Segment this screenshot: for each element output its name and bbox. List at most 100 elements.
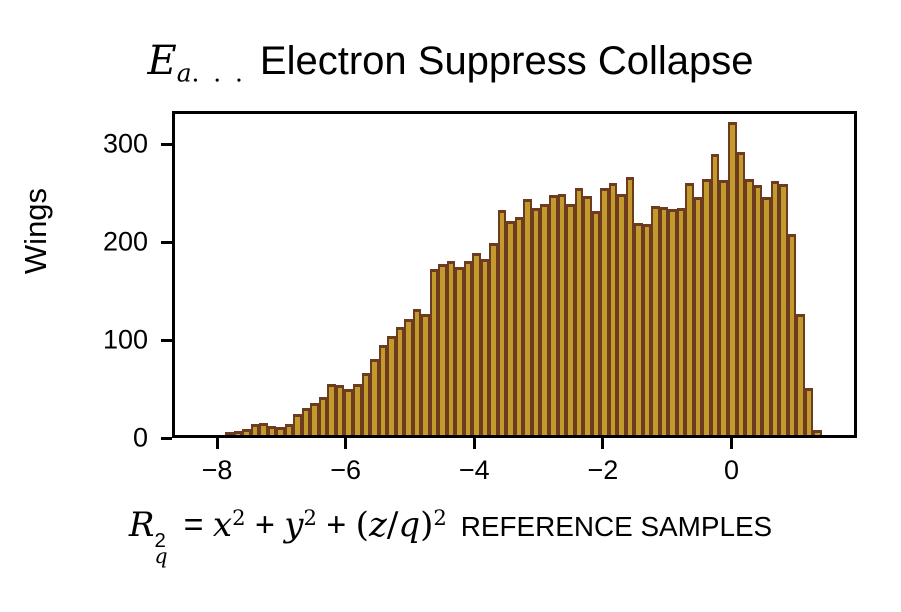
histogram-bar	[770, 181, 780, 435]
histogram-bar	[574, 188, 584, 435]
y-tick-label: 300	[102, 128, 148, 159]
y-tick-label: 0	[132, 422, 148, 453]
histogram-bar	[634, 222, 643, 435]
y-tick-label: 200	[102, 226, 148, 257]
x-tick-mark	[472, 438, 476, 449]
histogram-bar	[668, 208, 677, 435]
title-main-text: Electron Suppress Collapse	[259, 39, 754, 83]
xlabel-paren-superscript: 2	[433, 505, 447, 531]
histogram-bar	[276, 427, 285, 435]
x-tick-label: −8	[201, 455, 233, 485]
histogram-bar	[361, 373, 371, 435]
histogram-bar	[583, 196, 592, 435]
histogram-bar	[736, 152, 746, 435]
histogram-bar	[370, 358, 379, 435]
histogram-bar	[685, 183, 694, 435]
histogram-bar	[710, 154, 720, 435]
y-tick-mark	[161, 338, 172, 342]
histogram-bar	[259, 423, 268, 435]
x-tick-label: −6	[330, 455, 362, 485]
histogram-bar	[557, 194, 567, 435]
histogram-bar	[310, 402, 319, 435]
histogram-bar	[676, 207, 686, 435]
histogram-bar	[421, 313, 430, 435]
histogram-bar	[591, 210, 601, 435]
histogram-bar	[753, 185, 763, 435]
histogram-bar	[523, 199, 532, 435]
histogram-bar	[395, 327, 405, 435]
x-tick-mark	[730, 438, 734, 449]
histogram-bar	[267, 426, 277, 435]
histogram-bar	[446, 260, 456, 435]
histogram-bar	[693, 197, 703, 435]
y-tick-mark	[161, 240, 172, 244]
histogram-bar	[787, 234, 797, 435]
histogram-bar	[617, 194, 626, 435]
histogram-bar	[404, 318, 413, 435]
histogram-bar	[813, 430, 822, 435]
y-tick-label: 100	[102, 324, 148, 355]
histogram-bar	[472, 252, 481, 435]
histogram-bar	[762, 197, 771, 435]
histogram-bar	[242, 429, 251, 435]
x-tick-mark	[215, 438, 219, 449]
title-math-subscript: a	[176, 58, 192, 88]
histogram-bar	[719, 180, 728, 435]
histogram-bar	[438, 263, 447, 435]
histogram-bar	[608, 183, 618, 435]
histogram-bar	[429, 268, 439, 435]
histogram-bar	[327, 384, 336, 435]
histogram-bar	[353, 384, 362, 435]
histogram-bar	[702, 178, 711, 435]
chart-title: Ea. . . Electron Suppress Collapse	[0, 38, 901, 87]
xlabel-plus-2: +	[316, 506, 356, 544]
histogram-bar	[497, 209, 507, 435]
histogram-bar	[318, 396, 328, 435]
histogram-bar	[549, 195, 558, 435]
histogram-bar	[344, 389, 353, 435]
histogram-bar	[301, 407, 311, 435]
histogram-bar	[540, 203, 549, 435]
xlabel-R-subscript: q	[154, 544, 168, 569]
histogram-bar	[566, 203, 575, 435]
histogram-bar	[727, 121, 737, 435]
xlabel-R: R	[128, 505, 155, 545]
histogram-bar	[514, 216, 524, 435]
histogram-bar	[659, 206, 669, 435]
xlabel-x: x	[212, 505, 233, 545]
xlabel-paren-open: (	[355, 505, 369, 545]
histogram-bar	[233, 431, 243, 435]
histogram-bar	[387, 336, 396, 435]
histogram-bar	[796, 313, 805, 435]
y-tick-mark	[161, 436, 172, 440]
histogram-bar	[779, 184, 788, 435]
xlabel-y-superscript: 2	[303, 505, 317, 531]
xlabel-R-superscript: 2	[154, 529, 166, 552]
xlabel-z: z	[368, 505, 387, 545]
xlabel-plus-1: +	[245, 506, 285, 544]
x-tick-label: −2	[587, 455, 619, 485]
histogram-bars	[175, 114, 854, 435]
xlabel-q: q	[398, 505, 421, 545]
histogram-bar	[455, 266, 464, 435]
histogram-bar	[506, 220, 515, 435]
histogram-bar	[625, 176, 635, 435]
histogram-bar	[335, 385, 345, 435]
histogram-bar	[250, 424, 260, 435]
xlabel-paren-close: )	[420, 505, 434, 545]
histogram-bar	[804, 388, 814, 435]
histogram-bar	[378, 344, 388, 435]
xlabel-x-superscript: 2	[232, 505, 246, 531]
xlabel-caps-text: REFERENCE SAMPLES	[460, 511, 773, 542]
histogram-bar	[412, 308, 422, 435]
histogram-bar	[531, 207, 541, 435]
histogram-bar	[225, 432, 234, 435]
y-tick-mark	[161, 142, 172, 146]
histogram-bar	[642, 223, 652, 435]
histogram-bar	[489, 243, 498, 435]
y-axis-tick-labels: 0 100 200 300	[0, 0, 148, 612]
histogram-bar	[745, 178, 754, 435]
histogram-bar	[463, 260, 473, 435]
histogram-bar	[600, 188, 609, 435]
x-tick-mark	[601, 438, 605, 449]
